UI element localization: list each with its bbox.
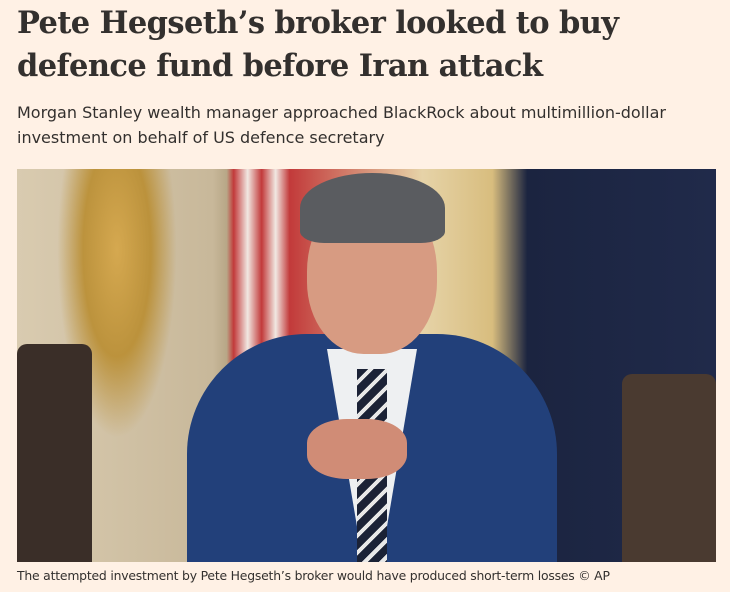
chair-right (622, 374, 716, 562)
standfirst: Morgan Stanley wealth manager approached… (17, 103, 666, 147)
headline: Pete Hegseth’s broker looked to buy defe… (17, 5, 619, 84)
pointing-hand (307, 419, 407, 479)
chair-left (17, 344, 92, 562)
photo-caption: The attempted investment by Pete Hegseth… (17, 568, 610, 583)
hair (300, 173, 445, 243)
article-photo (17, 169, 716, 562)
